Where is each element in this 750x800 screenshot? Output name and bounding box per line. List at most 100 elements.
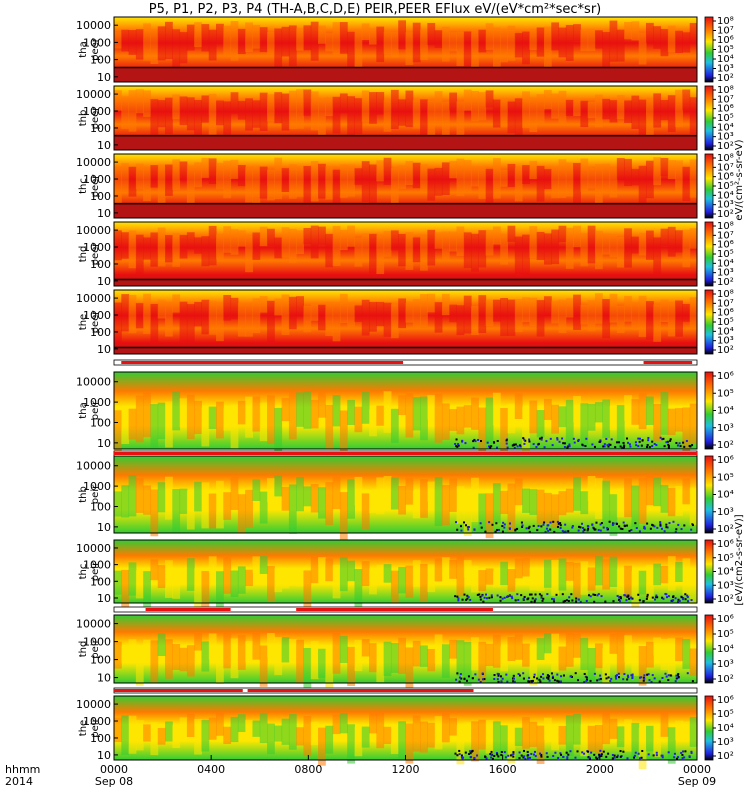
spectrogram-strip (667, 488, 676, 517)
spectrogram-strip (609, 20, 618, 62)
speckle (481, 594, 484, 597)
panel-label-product: peir (90, 400, 101, 420)
speckle (542, 597, 545, 600)
spectrogram-strip (441, 101, 450, 142)
speckle (561, 437, 564, 440)
spectrogram-strip (529, 489, 538, 515)
y-tick-label: 100 (90, 654, 111, 667)
speckle (685, 439, 688, 442)
spectrogram-strip (689, 716, 698, 747)
speckle (683, 756, 686, 759)
panel-label-product: peir (90, 638, 101, 658)
colorbar-tick-label: 10⁴ (717, 567, 734, 578)
spectrogram-strip (529, 646, 538, 686)
colorbar (704, 455, 714, 534)
speckle (538, 678, 541, 681)
spectrogram-strip (332, 714, 341, 735)
spectrogram-strip (157, 402, 166, 440)
speckle (620, 446, 623, 449)
spectrogram-strip (157, 299, 166, 319)
speckle (665, 596, 668, 599)
speckle (568, 443, 571, 446)
speckle (508, 522, 511, 525)
speckle (684, 593, 687, 596)
spectrogram-strip (369, 409, 377, 437)
speckle (492, 441, 495, 444)
spectrogram-strip (631, 643, 640, 676)
spectrogram-strip (208, 29, 217, 61)
spectrogram-strip (471, 397, 479, 430)
spectrogram-strip (449, 560, 458, 579)
speckle (559, 752, 562, 755)
spectrogram-strip (398, 99, 406, 126)
speckle (561, 530, 564, 533)
x-tick-label: 2000 (586, 763, 614, 776)
speckle (623, 444, 626, 447)
spectrogram-strip (143, 167, 151, 202)
colorbar-tick-label: 10⁶ (717, 172, 734, 183)
spectrogram-strip (223, 160, 232, 199)
colorbar-tick-label: 10² (717, 524, 734, 535)
speckle (615, 522, 618, 525)
speckle (516, 445, 519, 448)
speckle (667, 751, 670, 754)
spectrogram-strip (339, 712, 348, 734)
spectrogram-strip (369, 92, 377, 124)
spectrogram-strip (303, 165, 312, 203)
panel-frame (113, 85, 698, 151)
speckle (656, 526, 659, 529)
colorbar-tick-label: 10⁵ (717, 388, 734, 399)
speckle (571, 599, 574, 602)
spectrogram-strip (186, 24, 195, 51)
spectrogram-strip (478, 407, 487, 456)
speckle (653, 677, 656, 680)
spectrogram-strip (310, 484, 319, 513)
speckle (518, 757, 521, 760)
panel-label-probe: thd (78, 246, 89, 263)
spectrogram-strip (514, 727, 523, 746)
speckle (514, 443, 517, 446)
colorbar-tick-label: 10⁵ (717, 113, 734, 124)
speckle (460, 529, 463, 532)
speckle (456, 595, 459, 598)
speckle (626, 678, 629, 681)
speckle (652, 524, 655, 527)
spectrogram-strip (325, 646, 334, 688)
speckle (609, 680, 612, 683)
speckle (587, 594, 590, 597)
speckle (596, 679, 599, 682)
speckle (674, 597, 677, 600)
speckle (592, 593, 595, 596)
spectrogram-strip (201, 571, 210, 611)
speckle (490, 750, 493, 753)
spectrogram-strip (529, 297, 538, 327)
spectrogram-strip (500, 297, 509, 337)
spectrogram-strip (172, 725, 181, 748)
spectrogram-strip (471, 30, 479, 72)
spectrogram-strip (339, 635, 348, 664)
spectrogram-strip (172, 294, 181, 313)
spectrogram-strip (522, 165, 530, 185)
speckle (639, 676, 642, 679)
spectrogram-strip (522, 643, 530, 667)
speckle (564, 599, 567, 602)
speckle (613, 756, 616, 759)
spectrogram-strip (318, 226, 326, 245)
y-tick-label: 10000 (76, 224, 111, 237)
speckle (518, 444, 521, 447)
spectrogram-strip (208, 717, 217, 740)
speckle (543, 446, 546, 449)
spectrogram-strip (522, 297, 530, 323)
spectrogram-strip (434, 91, 443, 126)
speckle (562, 755, 565, 758)
speckle (562, 600, 565, 603)
spectrogram-strip (383, 726, 392, 745)
spectrogram-strip (332, 96, 341, 134)
spectrogram-strip (456, 726, 465, 765)
colorbar-tick-label: 10³ (717, 132, 734, 143)
spectrogram-strip (347, 724, 355, 764)
spectrogram-strip (354, 476, 363, 506)
spectrogram-strip (624, 565, 632, 598)
spectrogram-strip (216, 234, 224, 260)
spectrogram-strip (609, 167, 618, 198)
